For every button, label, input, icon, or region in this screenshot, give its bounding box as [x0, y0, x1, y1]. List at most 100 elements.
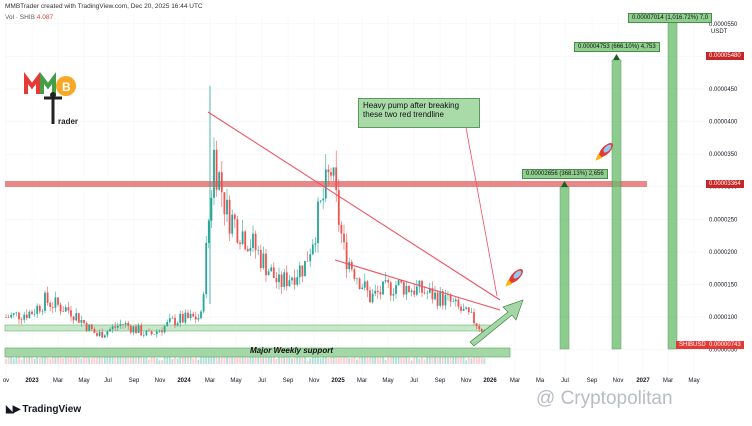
target-label-3: 0.00007014 (1,016.72%) 7,0 [628, 13, 713, 23]
candle [246, 249, 249, 252]
candle [397, 280, 400, 286]
target-label-1: 0.00002656 (368.13%) 2,656 [522, 169, 608, 179]
candle [278, 274, 280, 283]
candle [168, 318, 171, 322]
target-bar-3 [667, 13, 678, 350]
candle [402, 282, 405, 295]
x-tick-label: 2027 [636, 378, 650, 384]
candle [369, 290, 371, 303]
candle [298, 265, 301, 278]
y-tick-label: 0.0000250 [709, 217, 738, 223]
candle [426, 292, 429, 294]
volume-bar [397, 352, 400, 364]
candle [80, 319, 83, 323]
candle [179, 313, 182, 324]
candle [382, 281, 384, 295]
volume-indicator[interactable]: Vol · SHIB 4.087 [5, 14, 53, 21]
y-tick-label: 0.0000200 [709, 250, 738, 256]
volume-bar [439, 354, 442, 364]
candle [150, 331, 153, 335]
x-tick-label: Jul [104, 378, 112, 384]
volume-bar [124, 353, 127, 364]
x-tick-label: Jul [410, 378, 418, 384]
volume-bar [395, 357, 397, 364]
candle [392, 293, 395, 296]
candle [158, 330, 161, 332]
volume-bar [98, 355, 101, 364]
candle [239, 242, 241, 245]
y-tick-label: 0.0000400 [709, 120, 738, 126]
candle [363, 281, 366, 288]
x-axis: ov 2023 Mar May Jul Sep Nov 2024 Mar May Jul Sep Nov… [3, 378, 700, 384]
volume-bar [127, 353, 130, 364]
volume-bar [460, 351, 462, 364]
candle [337, 190, 340, 225]
candle [153, 334, 156, 335]
note-pointer [464, 121, 498, 297]
x-tick-label: Nov [613, 378, 624, 384]
volume-bar [72, 353, 75, 364]
candle [93, 328, 96, 334]
trendline-upper [207, 111, 501, 301]
candle [348, 261, 351, 270]
volume-bar [418, 358, 421, 364]
volume-bar [428, 353, 431, 364]
volume-bar [410, 360, 413, 364]
volume-bar [358, 353, 361, 364]
candle [116, 326, 119, 328]
tradingview-logo[interactable]: ◣▶ TradingView [6, 404, 81, 415]
candle [374, 290, 377, 294]
candle [304, 260, 306, 277]
candle [434, 292, 436, 300]
candle [114, 326, 117, 328]
volume-bar [166, 353, 169, 364]
volume-bar [239, 356, 241, 364]
candle [265, 253, 267, 276]
candle [330, 172, 332, 176]
candle [98, 331, 101, 336]
volume-bar [473, 351, 475, 364]
volume-bar [54, 351, 57, 364]
candle [452, 301, 455, 302]
volume-bar [413, 356, 416, 364]
volume-bar [311, 355, 314, 364]
candle [408, 285, 410, 293]
volume-bar [137, 353, 140, 364]
volume-bar [23, 356, 26, 364]
volume-bar [389, 355, 392, 364]
volume-bar [470, 358, 473, 364]
secondary-support-zone [4, 324, 491, 332]
candle [236, 219, 239, 243]
y-tick-label: 0.0000150 [709, 283, 738, 289]
volume-bar [483, 358, 486, 364]
candle [376, 290, 379, 293]
trendline-lower [334, 259, 501, 311]
volume-bar [109, 352, 111, 364]
candle [197, 318, 200, 320]
x-tick-label: Jul [561, 378, 569, 384]
volume-bar [415, 357, 418, 364]
major-support-zone [4, 347, 511, 358]
candle [317, 201, 319, 244]
volume-bar [155, 358, 158, 364]
breakout-arrow [469, 299, 524, 347]
candle [345, 242, 348, 270]
volume-bar [379, 354, 382, 364]
tradingview-icon: ◣▶ [6, 404, 20, 415]
volume-bar [246, 357, 249, 364]
volume-bar [363, 355, 366, 364]
volume-bar [306, 360, 309, 364]
volume-bar [189, 354, 192, 364]
candle [231, 214, 234, 234]
candle [272, 267, 275, 279]
volume-bar [158, 360, 161, 364]
candle [449, 294, 452, 302]
candle [233, 214, 236, 220]
candlesticks [5, 85, 486, 338]
candle [31, 311, 33, 315]
candle [49, 302, 52, 307]
candle [210, 197, 213, 221]
volume-bar [207, 354, 210, 364]
candle [226, 199, 228, 215]
